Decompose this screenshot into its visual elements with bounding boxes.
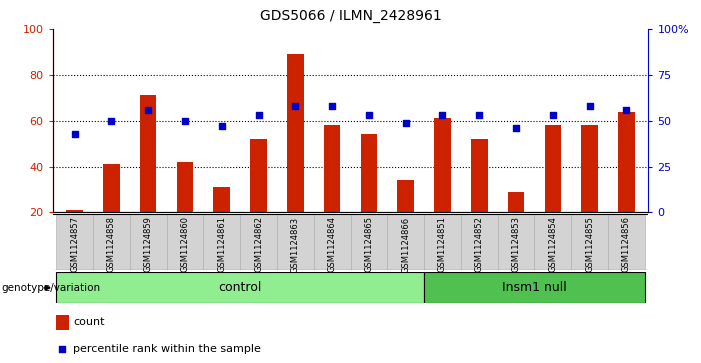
Text: GSM1124858: GSM1124858 [107, 216, 116, 272]
Bar [571, 214, 608, 270]
Text: GSM1124855: GSM1124855 [585, 216, 594, 272]
Point [510, 125, 522, 131]
Bar [177, 162, 193, 258]
Bar [167, 214, 203, 270]
Text: GSM1124852: GSM1124852 [475, 216, 484, 272]
Point [400, 120, 411, 126]
Text: Insm1 null: Insm1 null [502, 281, 567, 294]
Text: GSM1124853: GSM1124853 [512, 216, 521, 272]
Text: genotype/variation: genotype/variation [1, 283, 100, 293]
Point [69, 131, 80, 136]
Bar [56, 214, 93, 270]
Text: GSM1124857: GSM1124857 [70, 216, 79, 272]
Text: GSM1124863: GSM1124863 [291, 216, 300, 273]
Point [106, 118, 117, 123]
Bar [387, 214, 424, 270]
Text: GSM1124851: GSM1124851 [438, 216, 447, 272]
Text: control: control [219, 281, 262, 294]
Bar [214, 187, 230, 258]
Text: GSM1124864: GSM1124864 [327, 216, 336, 272]
Bar [461, 214, 498, 270]
Bar [250, 139, 267, 258]
Bar [67, 210, 83, 258]
Text: GSM1124860: GSM1124860 [180, 216, 189, 272]
Bar [545, 125, 561, 258]
Point [179, 118, 191, 123]
Point [474, 112, 485, 118]
Text: GSM1124865: GSM1124865 [365, 216, 374, 272]
Point [290, 103, 301, 109]
Bar [93, 214, 130, 270]
Bar [434, 118, 451, 258]
Text: percentile rank within the sample: percentile rank within the sample [74, 344, 261, 354]
Point [547, 112, 559, 118]
Bar [56, 272, 424, 303]
Bar [103, 164, 120, 258]
Point [437, 112, 448, 118]
Point [363, 112, 374, 118]
Bar [471, 139, 487, 258]
Bar [508, 192, 524, 258]
Bar [397, 180, 414, 258]
Text: GSM1124856: GSM1124856 [622, 216, 631, 272]
Text: GSM1124862: GSM1124862 [254, 216, 263, 272]
Bar [287, 54, 304, 258]
Point [57, 346, 68, 352]
Bar [618, 111, 634, 258]
Bar [350, 214, 387, 270]
Bar [360, 134, 377, 258]
Point [216, 123, 227, 129]
Bar [240, 214, 277, 270]
Point [327, 103, 338, 109]
Bar [203, 214, 240, 270]
Text: GSM1124854: GSM1124854 [548, 216, 557, 272]
Text: count: count [74, 318, 105, 327]
Point [584, 103, 595, 109]
Text: GSM1124866: GSM1124866 [401, 216, 410, 273]
Text: GSM1124861: GSM1124861 [217, 216, 226, 272]
Bar [424, 272, 645, 303]
Point [253, 112, 264, 118]
Bar [55, 315, 69, 330]
Text: GSM1124859: GSM1124859 [144, 216, 153, 272]
Bar [534, 214, 571, 270]
Bar [277, 214, 314, 270]
Bar [608, 214, 645, 270]
Bar [314, 214, 350, 270]
Bar [581, 125, 598, 258]
Point [621, 107, 632, 113]
Text: GDS5066 / ILMN_2428961: GDS5066 / ILMN_2428961 [259, 9, 442, 23]
Bar [140, 95, 156, 258]
Bar [424, 214, 461, 270]
Bar [498, 214, 534, 270]
Point [142, 107, 154, 113]
Bar [324, 125, 341, 258]
Bar [130, 214, 167, 270]
